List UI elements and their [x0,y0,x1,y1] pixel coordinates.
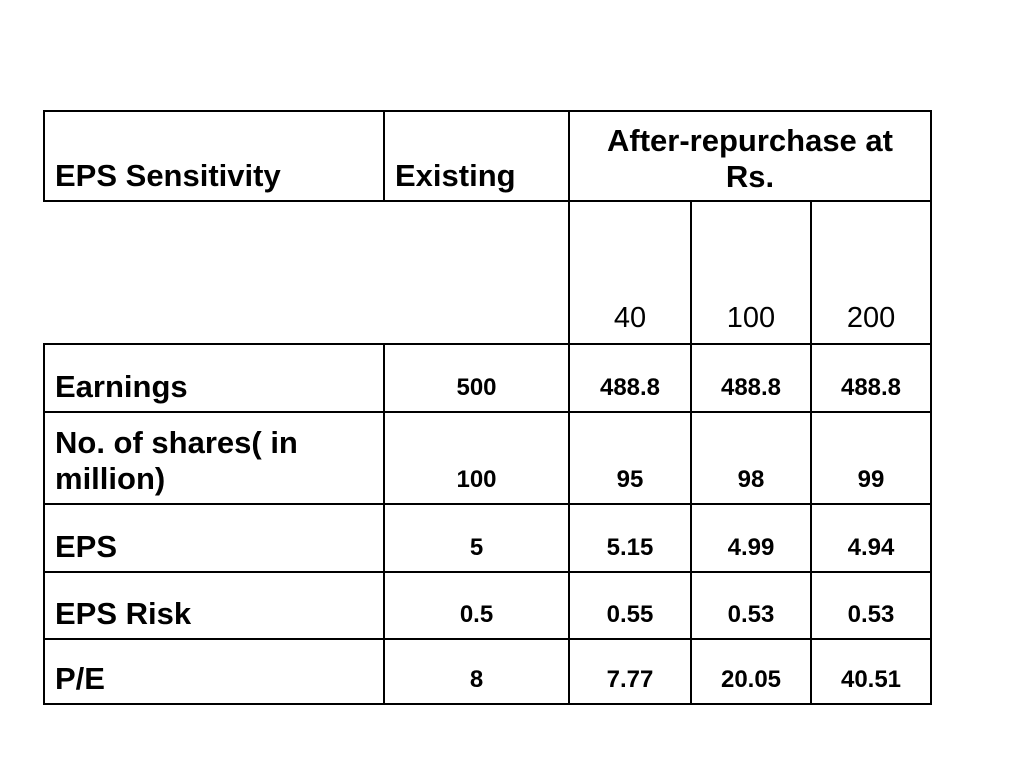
row-label-earnings: Earnings [43,343,385,413]
earnings-at-200-value: 488.8 [809,343,933,413]
eps-risk-at-200-value: 0.53 [809,571,933,640]
eps-risk-at-100-value: 0.53 [690,571,812,640]
table-row-earnings: Earnings 500 488.8 488.8 488.8 [43,343,933,413]
header-after-repurchase-label: After-repurchase at Rs. [607,122,893,195]
table-row-shares: No. of shares( in million) 100 95 98 99 [43,411,933,505]
row-label-eps-risk: EPS Risk [43,571,385,640]
subheader-price-40: 40 [568,200,692,345]
pe-existing-value: 8 [383,638,570,705]
header-eps-sensitivity: EPS Sensitivity [43,110,385,202]
pe-at-40-value: 7.77 [568,638,692,705]
eps-risk-at-40-value: 0.55 [568,571,692,640]
table-row-eps-risk: EPS Risk 0.5 0.55 0.53 0.53 [43,571,933,640]
eps-existing-value: 5 [383,503,570,573]
eps-sensitivity-table: EPS Sensitivity Existing After-repurchas… [43,110,933,705]
earnings-existing-value: 500 [383,343,570,413]
earnings-at-100-value: 488.8 [690,343,812,413]
eps-risk-existing-value: 0.5 [383,571,570,640]
header-existing: Existing [383,110,570,202]
eps-at-200-value: 4.94 [809,503,933,573]
earnings-at-40-value: 488.8 [568,343,692,413]
shares-at-100-value: 98 [690,411,812,505]
pe-at-200-value: 40.51 [809,638,933,705]
pe-at-100-value: 20.05 [690,638,812,705]
shares-existing-value: 100 [383,411,570,505]
subheader-spacer-cell [44,201,569,344]
table-row-pe: P/E 8 7.77 20.05 40.51 [43,638,933,705]
header-row: EPS Sensitivity Existing After-repurchas… [43,110,933,202]
subheader-row: 40 100 200 [44,200,933,345]
row-label-pe: P/E [43,638,385,705]
header-after-repurchase-group: After-repurchase at Rs. [567,110,933,202]
shares-at-40-value: 95 [568,411,692,505]
row-label-shares: No. of shares( in million) [43,411,385,505]
eps-at-40-value: 5.15 [568,503,692,573]
eps-at-100-value: 4.99 [690,503,812,573]
subheader-price-100: 100 [690,200,812,345]
subheader-price-200: 200 [809,200,933,345]
row-label-eps: EPS [43,503,385,573]
table-row-eps: EPS 5 5.15 4.99 4.94 [43,503,933,573]
shares-at-200-value: 99 [809,411,933,505]
